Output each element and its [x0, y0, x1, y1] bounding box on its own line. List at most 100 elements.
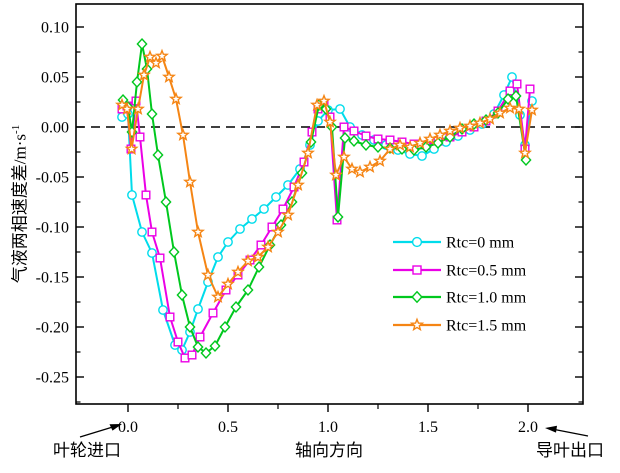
- star-marker-icon: [511, 101, 527, 115]
- plot-frame: [75, 3, 584, 405]
- legend-label: Rtc=0 mm: [446, 235, 515, 252]
- star-marker-icon: [492, 105, 508, 119]
- square-marker-icon: [187, 350, 197, 360]
- star-marker-icon: [328, 167, 344, 181]
- square-marker-icon: [361, 131, 371, 141]
- diamond-marker-icon: [160, 195, 172, 209]
- square-marker-icon: [505, 86, 515, 96]
- square-marker-icon: [208, 308, 218, 318]
- square-marker-icon: [165, 312, 175, 322]
- star-marker-icon: [352, 164, 368, 178]
- diamond-marker-icon: [219, 320, 231, 334]
- star-marker-icon: [462, 118, 478, 132]
- circle-marker-icon: [247, 214, 257, 224]
- y-tick-label: -0.25: [36, 370, 69, 387]
- diamond-marker-icon: [242, 283, 254, 297]
- series-3-line: [121, 55, 533, 298]
- diamond-marker-icon: [360, 138, 372, 152]
- star-marker-icon: [175, 127, 191, 141]
- circle-marker-icon: [213, 252, 223, 262]
- legend-entry-3: Rtc=1.5 mm: [393, 317, 527, 335]
- star-marker-icon: [322, 114, 338, 128]
- square-marker-icon: [339, 122, 349, 132]
- diamond-marker-icon: [168, 245, 180, 259]
- guide-vane-outlet-arrowhead-icon: [545, 425, 557, 433]
- square-marker-icon: [512, 79, 522, 89]
- star-marker-icon: [130, 101, 146, 115]
- diamond-marker-icon: [411, 290, 423, 304]
- diamond-marker-icon: [184, 320, 196, 334]
- diamond-marker-icon: [152, 148, 164, 162]
- x-tick-label: 1.5: [418, 419, 438, 436]
- star-marker-icon: [482, 111, 498, 125]
- square-marker-icon: [525, 84, 535, 94]
- diamond-marker-icon: [230, 300, 242, 314]
- y-tick-label: 0.10: [41, 20, 69, 37]
- diamond-marker-icon: [146, 107, 158, 121]
- diamond-marker-icon: [510, 89, 522, 103]
- star-marker-icon: [190, 224, 206, 238]
- circle-marker-icon: [271, 192, 281, 202]
- diamond-marker-icon: [432, 136, 444, 150]
- star-marker-icon: [290, 177, 306, 191]
- x-tick-label: 0.5: [218, 419, 238, 436]
- diamond-marker-icon: [372, 140, 384, 154]
- star-marker-icon: [409, 317, 425, 332]
- y-tick-label: -0.20: [36, 320, 69, 337]
- square-marker-icon: [412, 265, 422, 275]
- circle-marker-icon: [193, 304, 203, 314]
- legend-label: Rtc=1.0 mm: [446, 290, 527, 307]
- y-tick-label: -0.15: [36, 270, 69, 287]
- square-marker-icon: [155, 253, 165, 263]
- square-marker-icon: [173, 337, 183, 347]
- y-tick-label: 0.05: [41, 70, 69, 87]
- star-marker-icon: [124, 141, 139, 155]
- square-marker-icon: [141, 190, 151, 200]
- circle-marker-icon: [223, 237, 233, 247]
- square-marker-icon: [135, 132, 145, 142]
- circle-marker-icon: [137, 227, 147, 237]
- star-marker-icon: [240, 253, 256, 267]
- legend-entry-2: Rtc=1.0 mm: [393, 290, 527, 307]
- star-marker-icon: [142, 49, 158, 63]
- diamond-marker-icon: [200, 346, 212, 360]
- diamond-marker-icon: [192, 340, 204, 354]
- square-marker-icon: [349, 126, 359, 136]
- star-marker-icon: [412, 135, 428, 149]
- circle-marker-icon: [147, 248, 157, 258]
- star-marker-icon: [280, 207, 296, 221]
- x-tick-label: 2.0: [518, 419, 538, 436]
- star-marker-icon: [402, 139, 418, 153]
- star-marker-icon: [200, 267, 216, 281]
- guide-vane-outlet-arrow: [551, 428, 589, 437]
- circle-marker-icon: [411, 236, 423, 248]
- circle-marker-icon: [417, 151, 427, 161]
- diamond-marker-icon: [136, 37, 148, 51]
- star-marker-icon: [422, 131, 438, 145]
- star-marker-icon: [452, 120, 468, 134]
- star-marker-icon: [362, 159, 378, 173]
- star-marker-icon: [148, 55, 164, 69]
- y-tick-label: -0.05: [36, 170, 69, 187]
- star-marker-icon: [432, 127, 448, 141]
- star-marker-icon: [220, 276, 236, 290]
- legend-entry-0: Rtc=0 mm: [393, 235, 515, 252]
- legend: Rtc=0 mm Rtc=0.5 mm Rtc=1.0 mm Rtc=1.5 mm: [393, 235, 527, 335]
- diamond-marker-icon: [253, 260, 265, 274]
- star-marker-icon: [472, 115, 488, 129]
- x-tick-label: 1.0: [318, 419, 338, 436]
- legend-entry-1: Rtc=0.5 mm: [393, 263, 527, 280]
- circle-marker-icon: [127, 190, 137, 200]
- diamond-marker-icon: [209, 339, 221, 353]
- star-marker-icon: [182, 174, 198, 188]
- star-marker-icon: [260, 239, 276, 253]
- square-marker-icon: [147, 227, 157, 237]
- series-3-star: [114, 48, 540, 303]
- y-tick-label: -0.10: [36, 220, 69, 237]
- square-marker-icon: [267, 222, 277, 232]
- star-marker-icon: [392, 137, 408, 151]
- star-marker-icon: [230, 264, 246, 278]
- star-marker-icon: [372, 153, 388, 167]
- star-marker-icon: [442, 123, 458, 137]
